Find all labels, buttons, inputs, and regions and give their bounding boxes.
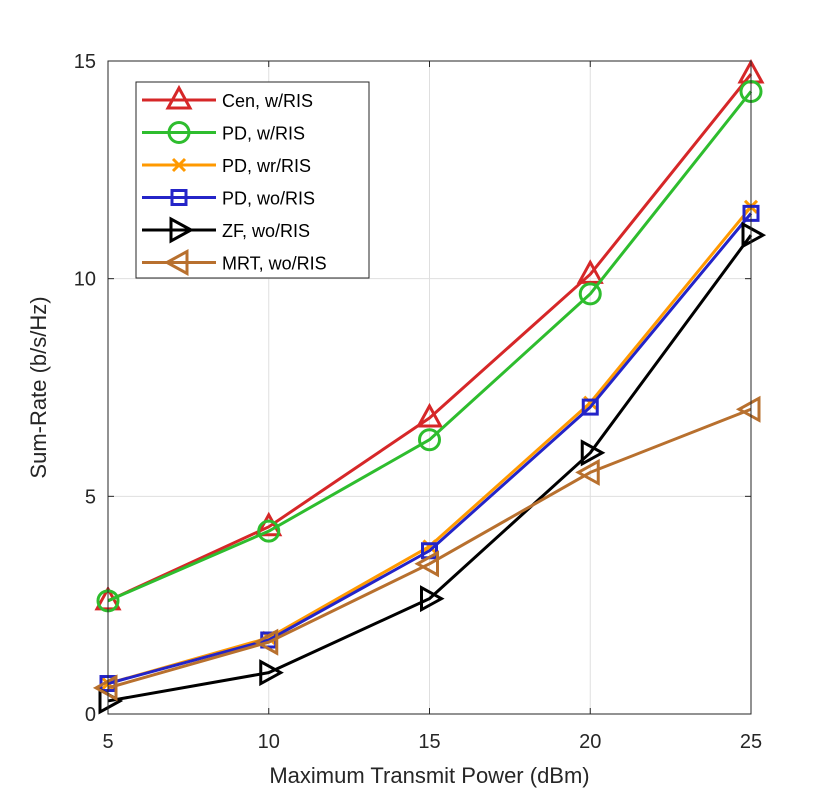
data-point (414, 550, 439, 578)
legend-marker (171, 157, 187, 173)
data-point (255, 511, 283, 537)
data-point (415, 402, 444, 428)
x-tick-label: 10 (258, 731, 280, 753)
data-point (575, 458, 600, 486)
series-4 (98, 221, 767, 715)
legend-label: Cen, w/RIS (222, 91, 313, 111)
data-point (576, 259, 604, 284)
legend-entry: PD, wo/RIS (142, 189, 315, 209)
y-tick-label: 10 (74, 269, 96, 291)
y-tick-label: 15 (74, 51, 96, 73)
x-tick-label: 20 (579, 731, 601, 753)
data-point (581, 398, 599, 416)
data-point (741, 221, 767, 249)
x-tick-label: 15 (418, 731, 440, 753)
data-point (257, 519, 281, 543)
legend: Cen, w/RIS PD, w/RIS PD, wr/RIS PD, wo/RIS Z… (135, 81, 370, 279)
data-point (418, 428, 441, 452)
data-point (735, 395, 761, 423)
legend-marker (163, 248, 189, 277)
legend-entry: PD, wr/RIS (142, 156, 311, 176)
legend-marker (167, 121, 191, 144)
data-point (92, 674, 118, 702)
legend-entry: ZF, wo/RIS (142, 216, 310, 244)
x-axis-title: Maximum Transmit Power (dBm) (269, 763, 589, 788)
y-axis-title: Sum-Rate (b/s/Hz) (26, 296, 51, 478)
legend-entry: MRT, wo/RIS (142, 248, 327, 277)
legend-box (135, 81, 370, 279)
legend-marker (170, 189, 188, 206)
data-point (259, 659, 284, 687)
y-tick-label: 5 (85, 486, 96, 508)
series-line (107, 73, 753, 603)
legend-label: PD, w/RIS (222, 124, 305, 144)
y-tick-label: 0 (85, 704, 96, 726)
data-point (580, 439, 606, 467)
legend-entry: PD, w/RIS (142, 121, 305, 144)
series-line (107, 407, 752, 690)
x-tick-label: 5 (102, 731, 113, 753)
series-5 (92, 395, 761, 702)
legend-marker (169, 216, 195, 244)
series-line (107, 212, 753, 685)
series-line (107, 234, 753, 703)
legend-label: PD, wo/RIS (222, 189, 315, 209)
legend-entry: Cen, w/RIS (142, 84, 313, 111)
legend-marker (165, 84, 193, 110)
series-line (107, 90, 753, 603)
legend-label: MRT, wo/RIS (222, 254, 327, 274)
legend-label: ZF, wo/RIS (222, 221, 310, 241)
data-point (578, 282, 602, 306)
x-tick-label: 25 (740, 731, 762, 753)
data-point (253, 628, 279, 656)
legend-label: PD, wr/RIS (222, 156, 311, 176)
data-point (420, 585, 445, 613)
